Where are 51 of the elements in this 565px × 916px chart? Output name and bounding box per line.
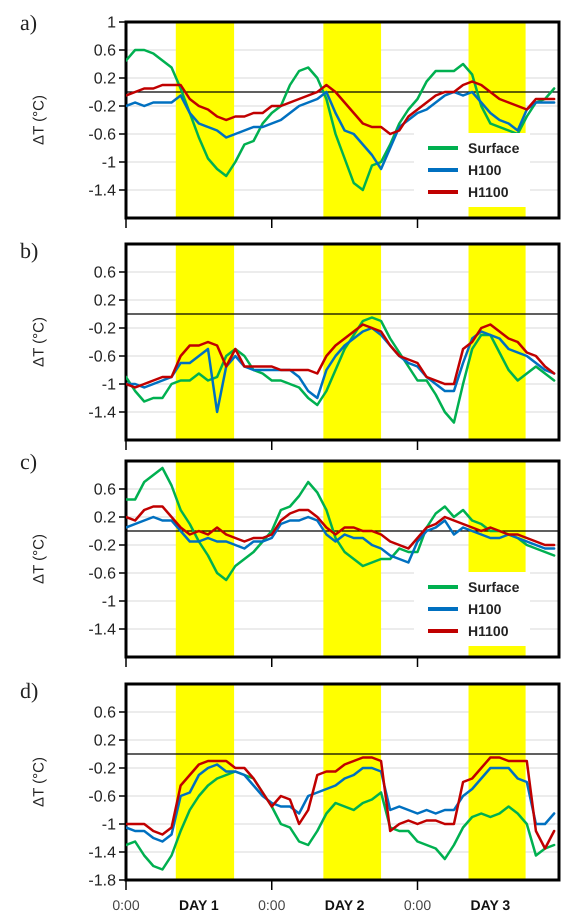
y-axis-title: ΔT (°C) [30, 95, 48, 145]
legend-label: H100 [468, 601, 502, 617]
x-tick-label: 0:00 [404, 897, 432, 913]
y-tick-label: -0.6 [88, 126, 116, 144]
legend-label: Surface [468, 140, 520, 156]
y-tick-label: 1 [107, 14, 116, 32]
y-tick-label: -1 [102, 816, 116, 834]
y-tick-label: 0.2 [94, 70, 116, 88]
y-tick-label: 0.2 [94, 510, 116, 527]
legend-label: H1100 [468, 184, 508, 200]
x-tick-label: DAY 3 [470, 897, 510, 913]
legend-label: H100 [468, 162, 502, 178]
y-tick-label: 0.6 [94, 704, 116, 722]
y-tick-label: -0.2 [88, 98, 116, 116]
x-tick-label: 0:00 [112, 897, 140, 913]
line-series [126, 323, 556, 389]
y-axis-title: ΔT (°C) [30, 534, 48, 584]
y-tick-label: 0.6 [94, 42, 116, 60]
y-tick-label: -1 [102, 376, 116, 394]
y-tick-label: -0.6 [88, 566, 116, 583]
chart-title: d) [20, 678, 38, 704]
y-tick-label: -0.2 [88, 760, 116, 778]
y-tick-label: 0.2 [94, 292, 116, 310]
y-tick-label: -0.6 [88, 348, 116, 366]
line-series [126, 80, 556, 136]
y-tick-label: -1.8 [88, 872, 116, 890]
x-tick-label: 0:00 [258, 897, 286, 913]
y-tick-label: -1 [102, 154, 116, 172]
y-tick-label: 0.6 [94, 482, 116, 499]
y-tick-label: -0.6 [88, 788, 116, 806]
chart-title: a) [20, 10, 38, 36]
x-tick-label: DAY 1 [179, 897, 219, 913]
line-series [126, 316, 556, 424]
chart-title: b) [20, 238, 38, 264]
y-tick-label: -0.2 [88, 538, 116, 555]
line-series [126, 516, 556, 564]
y-tick-label: -1.4 [88, 182, 116, 200]
y-tick-label: -1 [102, 594, 116, 611]
y-tick-label: -0.2 [88, 320, 116, 338]
line-series [126, 505, 556, 550]
y-tick-label: -1.4 [88, 404, 116, 422]
legend-label: Surface [468, 579, 520, 595]
y-axis-title: ΔT (°C) [30, 317, 48, 367]
y-tick-label: -1.4 [88, 622, 116, 639]
y-tick-label: 0.6 [94, 264, 116, 282]
x-tick-label: DAY 2 [324, 897, 365, 913]
y-tick-label: 0.2 [94, 732, 116, 750]
legend-label: H1100 [468, 623, 508, 639]
chart-title: c) [20, 449, 38, 475]
y-axis-title: ΔT (°C) [30, 757, 48, 807]
y-tick-label: -1.4 [88, 844, 116, 862]
